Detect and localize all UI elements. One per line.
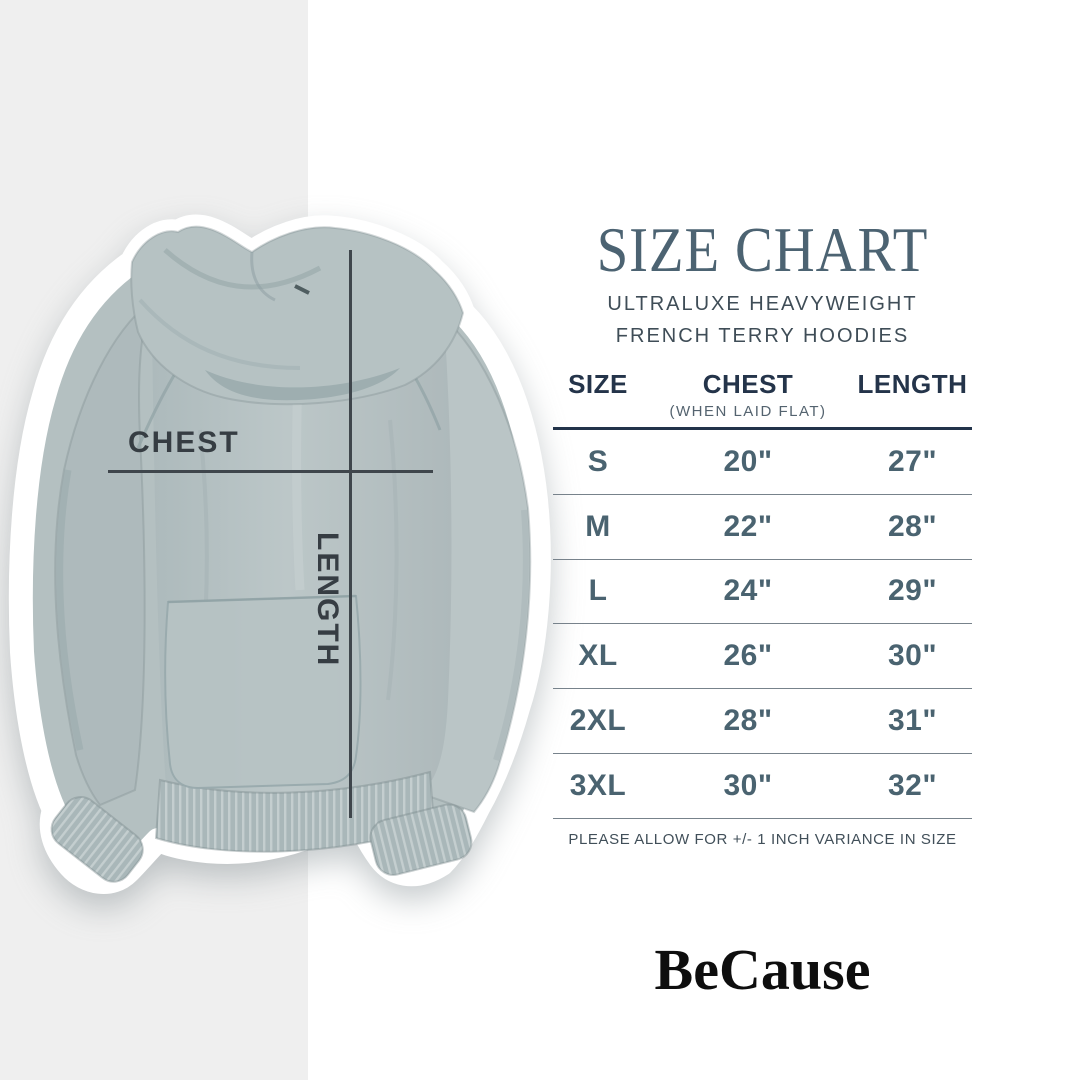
size-table-header: SIZE CHEST (WHEN LAID FLAT) LENGTH [553,363,972,430]
cell-size: 2XL [569,704,627,738]
cell-size: M [585,509,611,543]
brand-logo: BeCause [654,937,871,1002]
cell-chest: 26" [723,639,773,673]
page-title: SIZE CHART [596,215,929,285]
cell-length: 31" [887,704,938,738]
table-row-m: M 22" 28" [553,495,972,560]
size-table: SIZE CHEST (WHEN LAID FLAT) LENGTH S 20"… [553,363,972,819]
table-row-xl: XL 26" 30" [553,624,972,690]
column-header-chest: CHEST (WHEN LAID FLAT) [643,363,853,427]
hoodie-right-cuff [369,803,473,876]
length-measure-label: LENGTH [311,532,344,668]
hoodie-left-sleeve [54,299,152,807]
hoodie-hood [130,225,465,406]
cell-chest: 28" [723,704,773,738]
hoodie-product-image [8,214,551,894]
table-row-s: S 20" 27" [553,430,972,495]
column-header-size-label: SIZE [568,369,628,399]
cell-size: L [588,574,608,608]
column-header-chest-sublabel: (WHEN LAID FLAT) [669,403,827,420]
cell-length: 27" [887,444,938,478]
table-row-l: L 24" 29" [553,560,972,625]
hoodie-hood-fold-2 [250,251,276,302]
cell-length: 32" [887,768,938,802]
size-variance-note: PLEASE ALLOW FOR +/- 1 INCH VARIANCE IN … [568,831,957,848]
cell-length: 30" [887,639,938,673]
cell-chest: 22" [723,509,773,543]
hoodie-left-sleeve-shade [56,469,84,751]
table-row-3xl: 3XL 30" 32" [553,754,972,819]
column-header-length-label: LENGTH [857,369,968,399]
cell-chest: 20" [723,444,773,478]
hoodie-torso-fold-right [386,419,399,701]
hoodie-hood-fold-3 [138,298,301,370]
chest-measure-line [108,470,433,473]
subtitle-line-2: FRENCH TERRY HOODIES [615,325,910,347]
cell-chest: 30" [723,768,773,802]
hoodie-right-sleeve-shade [493,509,529,761]
cell-length: 28" [887,509,938,543]
length-measure-line [349,250,352,818]
hoodie-kangaroo-pocket [164,594,362,790]
cell-length: 29" [887,574,938,608]
column-header-size: SIZE [553,363,643,427]
column-header-chest-label: CHEST [702,369,794,399]
hoodie-left-cuff [50,796,144,883]
hoodie-pocket-seam [167,594,357,604]
column-header-length: LENGTH [853,363,972,427]
hoodie-hood-fold-1 [163,248,322,290]
cell-size: XL [578,639,618,673]
cell-chest: 24" [723,574,773,608]
size-chart-panel: SIZE CHART ULTRALUXE HEAVYWEIGHT FRENCH … [553,0,972,1080]
cell-size: S [587,444,609,478]
chest-measure-label: CHEST [128,426,240,459]
hoodie-drawstring-stitch [294,284,310,295]
table-row-2xl: 2XL 28" 31" [553,689,972,754]
subtitle-line-1: ULTRALUXE HEAVYWEIGHT [607,293,918,315]
cell-size: 3XL [569,768,627,802]
